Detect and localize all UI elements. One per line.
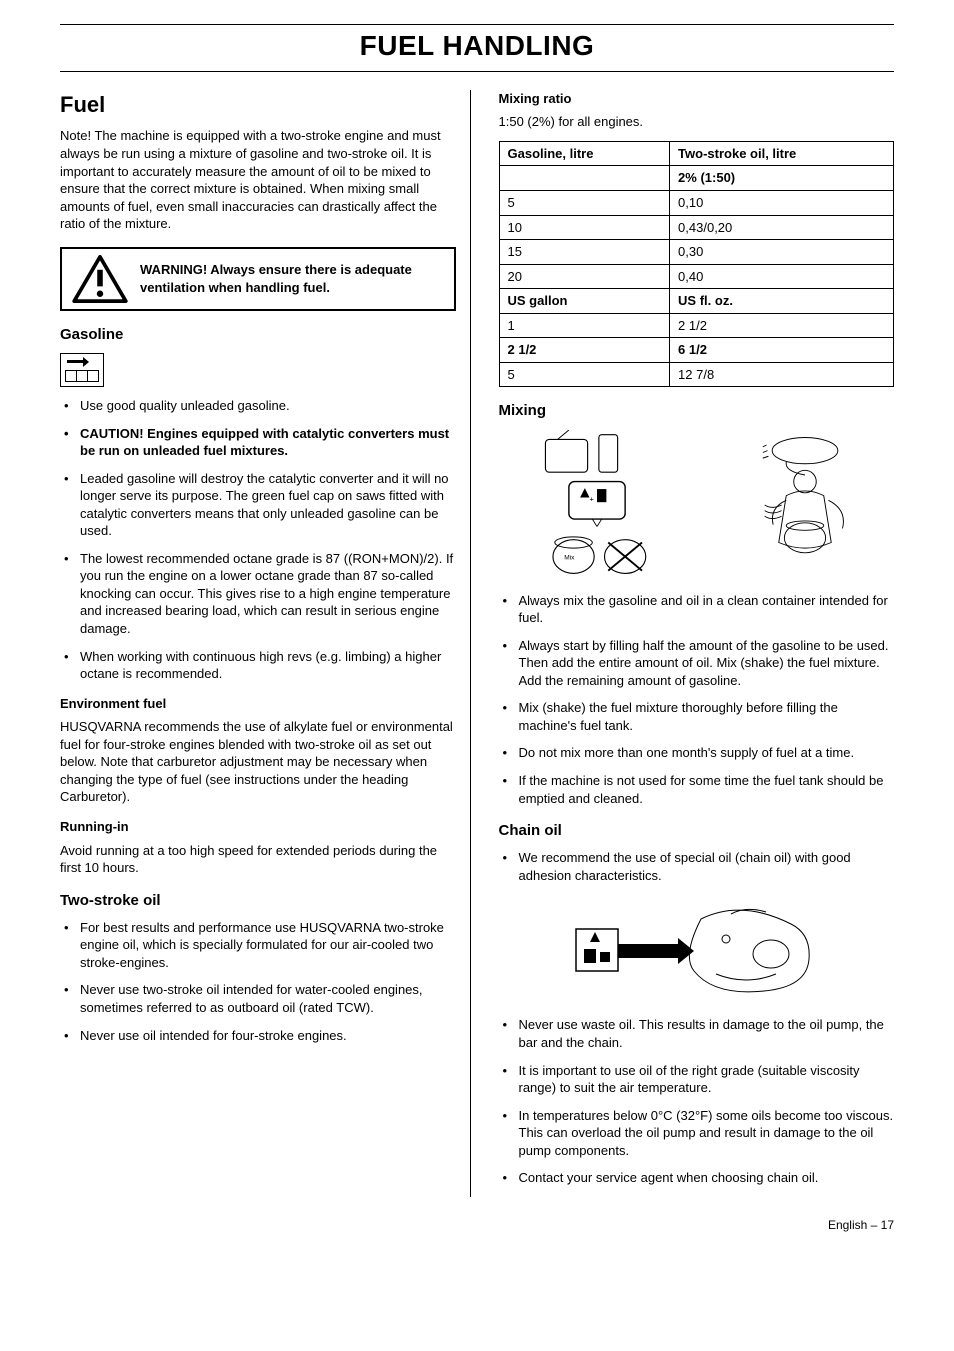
list-item: Always start by filling half the amount … bbox=[499, 637, 895, 690]
table-cell: 2% (1:50) bbox=[670, 166, 894, 191]
footer-sep: – bbox=[867, 1218, 880, 1232]
list-item: In temperatures below 0°C (32°F) some oi… bbox=[499, 1107, 895, 1160]
top-rule bbox=[60, 24, 894, 25]
table-row: 2 1/26 1/2 bbox=[499, 338, 894, 363]
mixing-heading: Mixing bbox=[499, 401, 895, 421]
two-column-layout: Fuel Note! The machine is equipped with … bbox=[60, 90, 894, 1197]
chain-oil-first-list: We recommend the use of special oil (cha… bbox=[499, 849, 895, 884]
mixing-illustration: + Mix bbox=[499, 430, 895, 580]
fuel-note: Note! The machine is equipped with a two… bbox=[60, 127, 456, 232]
list-item: Never use waste oil. This results in dam… bbox=[499, 1016, 895, 1051]
footer-page-number: 17 bbox=[881, 1218, 894, 1232]
list-item: For best results and performance use HUS… bbox=[60, 919, 456, 972]
left-column: Fuel Note! The machine is equipped with … bbox=[60, 90, 471, 1197]
svg-text:+: + bbox=[590, 494, 595, 503]
list-item: It is important to use oil of the right … bbox=[499, 1062, 895, 1097]
list-item: CAUTION! Engines equipped with catalytic… bbox=[60, 425, 456, 460]
list-item: Leaded gasoline will destroy the catalyt… bbox=[60, 470, 456, 540]
page-title: FUEL HANDLING bbox=[60, 27, 894, 72]
list-item: The lowest recommended octane grade is 8… bbox=[60, 550, 456, 638]
list-item: Mix (shake) the fuel mixture thoroughly … bbox=[499, 699, 895, 734]
table-cell: US gallon bbox=[499, 289, 670, 314]
table-cell: 5 bbox=[499, 362, 670, 387]
fuel-heading: Fuel bbox=[60, 90, 456, 120]
gasoline-heading: Gasoline bbox=[60, 325, 456, 345]
table-cell: 1 bbox=[499, 313, 670, 338]
table-cell: 0,10 bbox=[670, 190, 894, 215]
table-row: 512 7/8 bbox=[499, 362, 894, 387]
warning-text: WARNING! Always ensure there is adequate… bbox=[140, 261, 444, 296]
list-item: Never use oil intended for four-stroke e… bbox=[60, 1027, 456, 1045]
table-row: 200,40 bbox=[499, 264, 894, 289]
table-header-oil: Two-stroke oil, litre bbox=[670, 141, 894, 166]
table-cell: 0,43/0,20 bbox=[670, 215, 894, 240]
warning-triangle-icon bbox=[72, 255, 128, 303]
mixing-ratio-table: Gasoline, litre Two-stroke oil, litre 2%… bbox=[499, 141, 895, 387]
fuel-pump-icon bbox=[60, 353, 104, 387]
table-cell: 0,40 bbox=[670, 264, 894, 289]
running-in-heading: Running-in bbox=[60, 818, 456, 836]
environment-fuel-text: HUSQVARNA recommends the use of alkylate… bbox=[60, 718, 456, 806]
chain-oil-first-bullet: We recommend the use of special oil (cha… bbox=[499, 849, 895, 884]
chain-oil-bullet-list: Never use waste oil. This results in dam… bbox=[499, 1016, 895, 1186]
table-header-gasoline: Gasoline, litre bbox=[499, 141, 670, 166]
table-row: 2% (1:50) bbox=[499, 166, 894, 191]
table-cell: 15 bbox=[499, 240, 670, 265]
table-cell: 10 bbox=[499, 215, 670, 240]
list-item: Do not mix more than one month's supply … bbox=[499, 744, 895, 762]
two-stroke-oil-heading: Two-stroke oil bbox=[60, 891, 456, 911]
table-row: US gallonUS fl. oz. bbox=[499, 289, 894, 314]
chain-oil-illustration bbox=[499, 894, 895, 1004]
two-stroke-bullet-list: For best results and performance use HUS… bbox=[60, 919, 456, 1044]
table-row: 150,30 bbox=[499, 240, 894, 265]
table-row: 12 1/2 bbox=[499, 313, 894, 338]
environment-fuel-heading: Environment fuel bbox=[60, 695, 456, 713]
mixing-bullet-list: Always mix the gasoline and oil in a cle… bbox=[499, 592, 895, 807]
list-item: Use good quality unleaded gasoline. bbox=[60, 397, 456, 415]
svg-text:Mix: Mix bbox=[565, 554, 576, 561]
table-cell bbox=[499, 166, 670, 191]
footer-lang: English bbox=[828, 1218, 867, 1232]
table-row: 100,43/0,20 bbox=[499, 215, 894, 240]
table-cell: 2 1/2 bbox=[499, 338, 670, 363]
running-in-text: Avoid running at a too high speed for ex… bbox=[60, 842, 456, 877]
table-cell: 12 7/8 bbox=[670, 362, 894, 387]
table-row: 50,10 bbox=[499, 190, 894, 215]
list-item: Always mix the gasoline and oil in a cle… bbox=[499, 592, 895, 627]
gasoline-bullet-list: Use good quality unleaded gasoline. CAUTI… bbox=[60, 397, 456, 683]
table-cell: 20 bbox=[499, 264, 670, 289]
mixing-ratio-text: 1:50 (2%) for all engines. bbox=[499, 113, 895, 131]
table-cell: 0,30 bbox=[670, 240, 894, 265]
list-item: Never use two-stroke oil intended for wa… bbox=[60, 981, 456, 1016]
warning-box: WARNING! Always ensure there is adequate… bbox=[60, 247, 456, 311]
chain-oil-heading: Chain oil bbox=[499, 821, 895, 841]
list-item: If the machine is not used for some time… bbox=[499, 772, 895, 807]
mixing-ratio-heading: Mixing ratio bbox=[499, 90, 895, 108]
right-column: Mixing ratio 1:50 (2%) for all engines. … bbox=[499, 90, 895, 1197]
table-cell: 5 bbox=[499, 190, 670, 215]
list-item: Contact your service agent when choosing… bbox=[499, 1169, 895, 1187]
table-cell: US fl. oz. bbox=[670, 289, 894, 314]
page-footer: English – 17 bbox=[60, 1217, 894, 1233]
table-cell: 2 1/2 bbox=[670, 313, 894, 338]
table-cell: 6 1/2 bbox=[670, 338, 894, 363]
table-header-row: Gasoline, litre Two-stroke oil, litre bbox=[499, 141, 894, 166]
list-item: When working with continuous high revs (… bbox=[60, 648, 456, 683]
